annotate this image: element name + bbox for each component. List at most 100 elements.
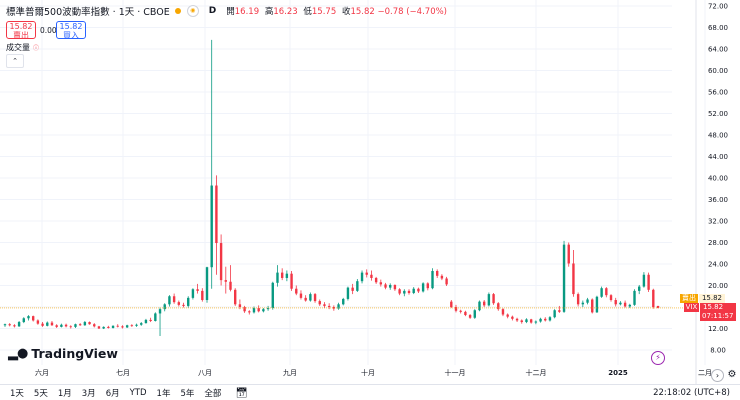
tradingview-logo[interactable]: ▂● TradingView <box>8 346 118 361</box>
candle[interactable] <box>229 265 232 292</box>
candle[interactable] <box>473 309 476 319</box>
candle[interactable] <box>548 316 552 322</box>
candle[interactable] <box>154 312 157 322</box>
candle[interactable] <box>276 265 279 287</box>
candle[interactable] <box>299 290 303 300</box>
candle[interactable] <box>403 289 406 297</box>
range-1y[interactable]: 1年 <box>156 389 171 399</box>
candle[interactable] <box>642 272 646 288</box>
calendar-range-icon[interactable]: 📅︎ <box>235 387 249 399</box>
candle[interactable] <box>492 293 495 305</box>
candle[interactable] <box>201 288 204 302</box>
candle[interactable] <box>605 287 608 298</box>
bolt-icon[interactable]: ⚡ <box>651 351 665 365</box>
candle[interactable] <box>60 323 63 328</box>
candle[interactable] <box>497 302 500 311</box>
candle[interactable] <box>36 319 40 325</box>
candle[interactable] <box>426 282 430 291</box>
candle[interactable] <box>295 285 298 296</box>
candle[interactable] <box>27 315 30 321</box>
candle[interactable] <box>22 317 25 324</box>
candle[interactable] <box>431 268 434 290</box>
candle[interactable] <box>219 234 223 286</box>
candle[interactable] <box>544 317 547 322</box>
candle[interactable] <box>158 307 162 337</box>
candle[interactable] <box>168 295 171 307</box>
candle[interactable] <box>93 323 96 328</box>
candle[interactable] <box>374 276 378 284</box>
candle[interactable] <box>529 318 533 324</box>
candle[interactable] <box>539 317 542 323</box>
candle[interactable] <box>140 322 143 326</box>
candle[interactable] <box>262 308 265 313</box>
candle[interactable] <box>468 313 472 319</box>
candle[interactable] <box>121 325 124 329</box>
candle[interactable] <box>163 303 166 312</box>
candle[interactable] <box>266 305 270 311</box>
candle[interactable] <box>327 303 331 310</box>
candle[interactable] <box>187 296 190 308</box>
candle[interactable] <box>55 324 58 328</box>
candle[interactable] <box>459 309 462 314</box>
candle[interactable] <box>332 305 336 311</box>
candle[interactable] <box>271 281 274 310</box>
candle[interactable] <box>224 266 227 294</box>
candle[interactable] <box>285 270 289 282</box>
candle[interactable] <box>365 269 368 278</box>
chevron-up-icon[interactable]: ⌃ <box>6 54 24 68</box>
candle[interactable] <box>515 317 519 323</box>
candle[interactable] <box>633 289 636 306</box>
candle[interactable] <box>196 283 199 294</box>
candle[interactable] <box>83 320 87 326</box>
candle[interactable] <box>88 321 91 325</box>
candle[interactable] <box>501 308 505 317</box>
range-6m[interactable]: 6月 <box>105 389 120 399</box>
candle[interactable] <box>567 242 570 267</box>
candle[interactable] <box>46 321 49 327</box>
candle[interactable] <box>257 305 260 313</box>
candle[interactable] <box>50 320 54 326</box>
candle[interactable] <box>586 297 589 305</box>
candle[interactable] <box>64 323 68 328</box>
candle[interactable] <box>41 322 44 327</box>
candle[interactable] <box>337 302 340 310</box>
candle[interactable] <box>17 320 21 327</box>
candle[interactable] <box>13 324 16 328</box>
candle[interactable] <box>652 288 655 309</box>
range-3m[interactable]: 3月 <box>81 389 96 399</box>
candle[interactable] <box>346 286 350 301</box>
candle[interactable] <box>351 283 354 295</box>
candle[interactable] <box>558 305 561 313</box>
sell-button[interactable]: 15.82 賣出 <box>6 21 36 39</box>
candle[interactable] <box>149 317 152 323</box>
candle[interactable] <box>102 326 105 330</box>
buy-button[interactable]: 15.82 買入 <box>56 21 86 39</box>
candle[interactable] <box>233 288 237 306</box>
candle[interactable] <box>69 325 72 329</box>
candle[interactable] <box>97 325 101 330</box>
candle[interactable] <box>525 318 528 324</box>
clock[interactable]: 22:18:02 (UTC+8) <box>653 388 730 398</box>
candle[interactable] <box>464 310 467 317</box>
candle[interactable] <box>398 288 401 296</box>
candle[interactable] <box>318 299 321 306</box>
candle[interactable] <box>562 240 566 313</box>
candle[interactable] <box>313 293 317 303</box>
candle[interactable] <box>323 302 326 309</box>
candle[interactable] <box>304 295 307 302</box>
candle[interactable] <box>356 279 359 292</box>
arrow-right-circle-icon[interactable]: › <box>711 369 724 382</box>
candle[interactable] <box>619 301 622 306</box>
candle[interactable] <box>144 318 148 324</box>
candle[interactable] <box>280 268 284 281</box>
candle[interactable] <box>243 305 246 313</box>
candle[interactable] <box>384 282 387 290</box>
candle[interactable] <box>210 39 213 289</box>
gear-icon[interactable]: ⚙ <box>727 369 737 380</box>
candle[interactable] <box>454 304 458 313</box>
candle[interactable] <box>407 289 411 295</box>
candle[interactable] <box>506 313 509 319</box>
candle[interactable] <box>572 250 575 297</box>
candle[interactable] <box>412 287 415 295</box>
